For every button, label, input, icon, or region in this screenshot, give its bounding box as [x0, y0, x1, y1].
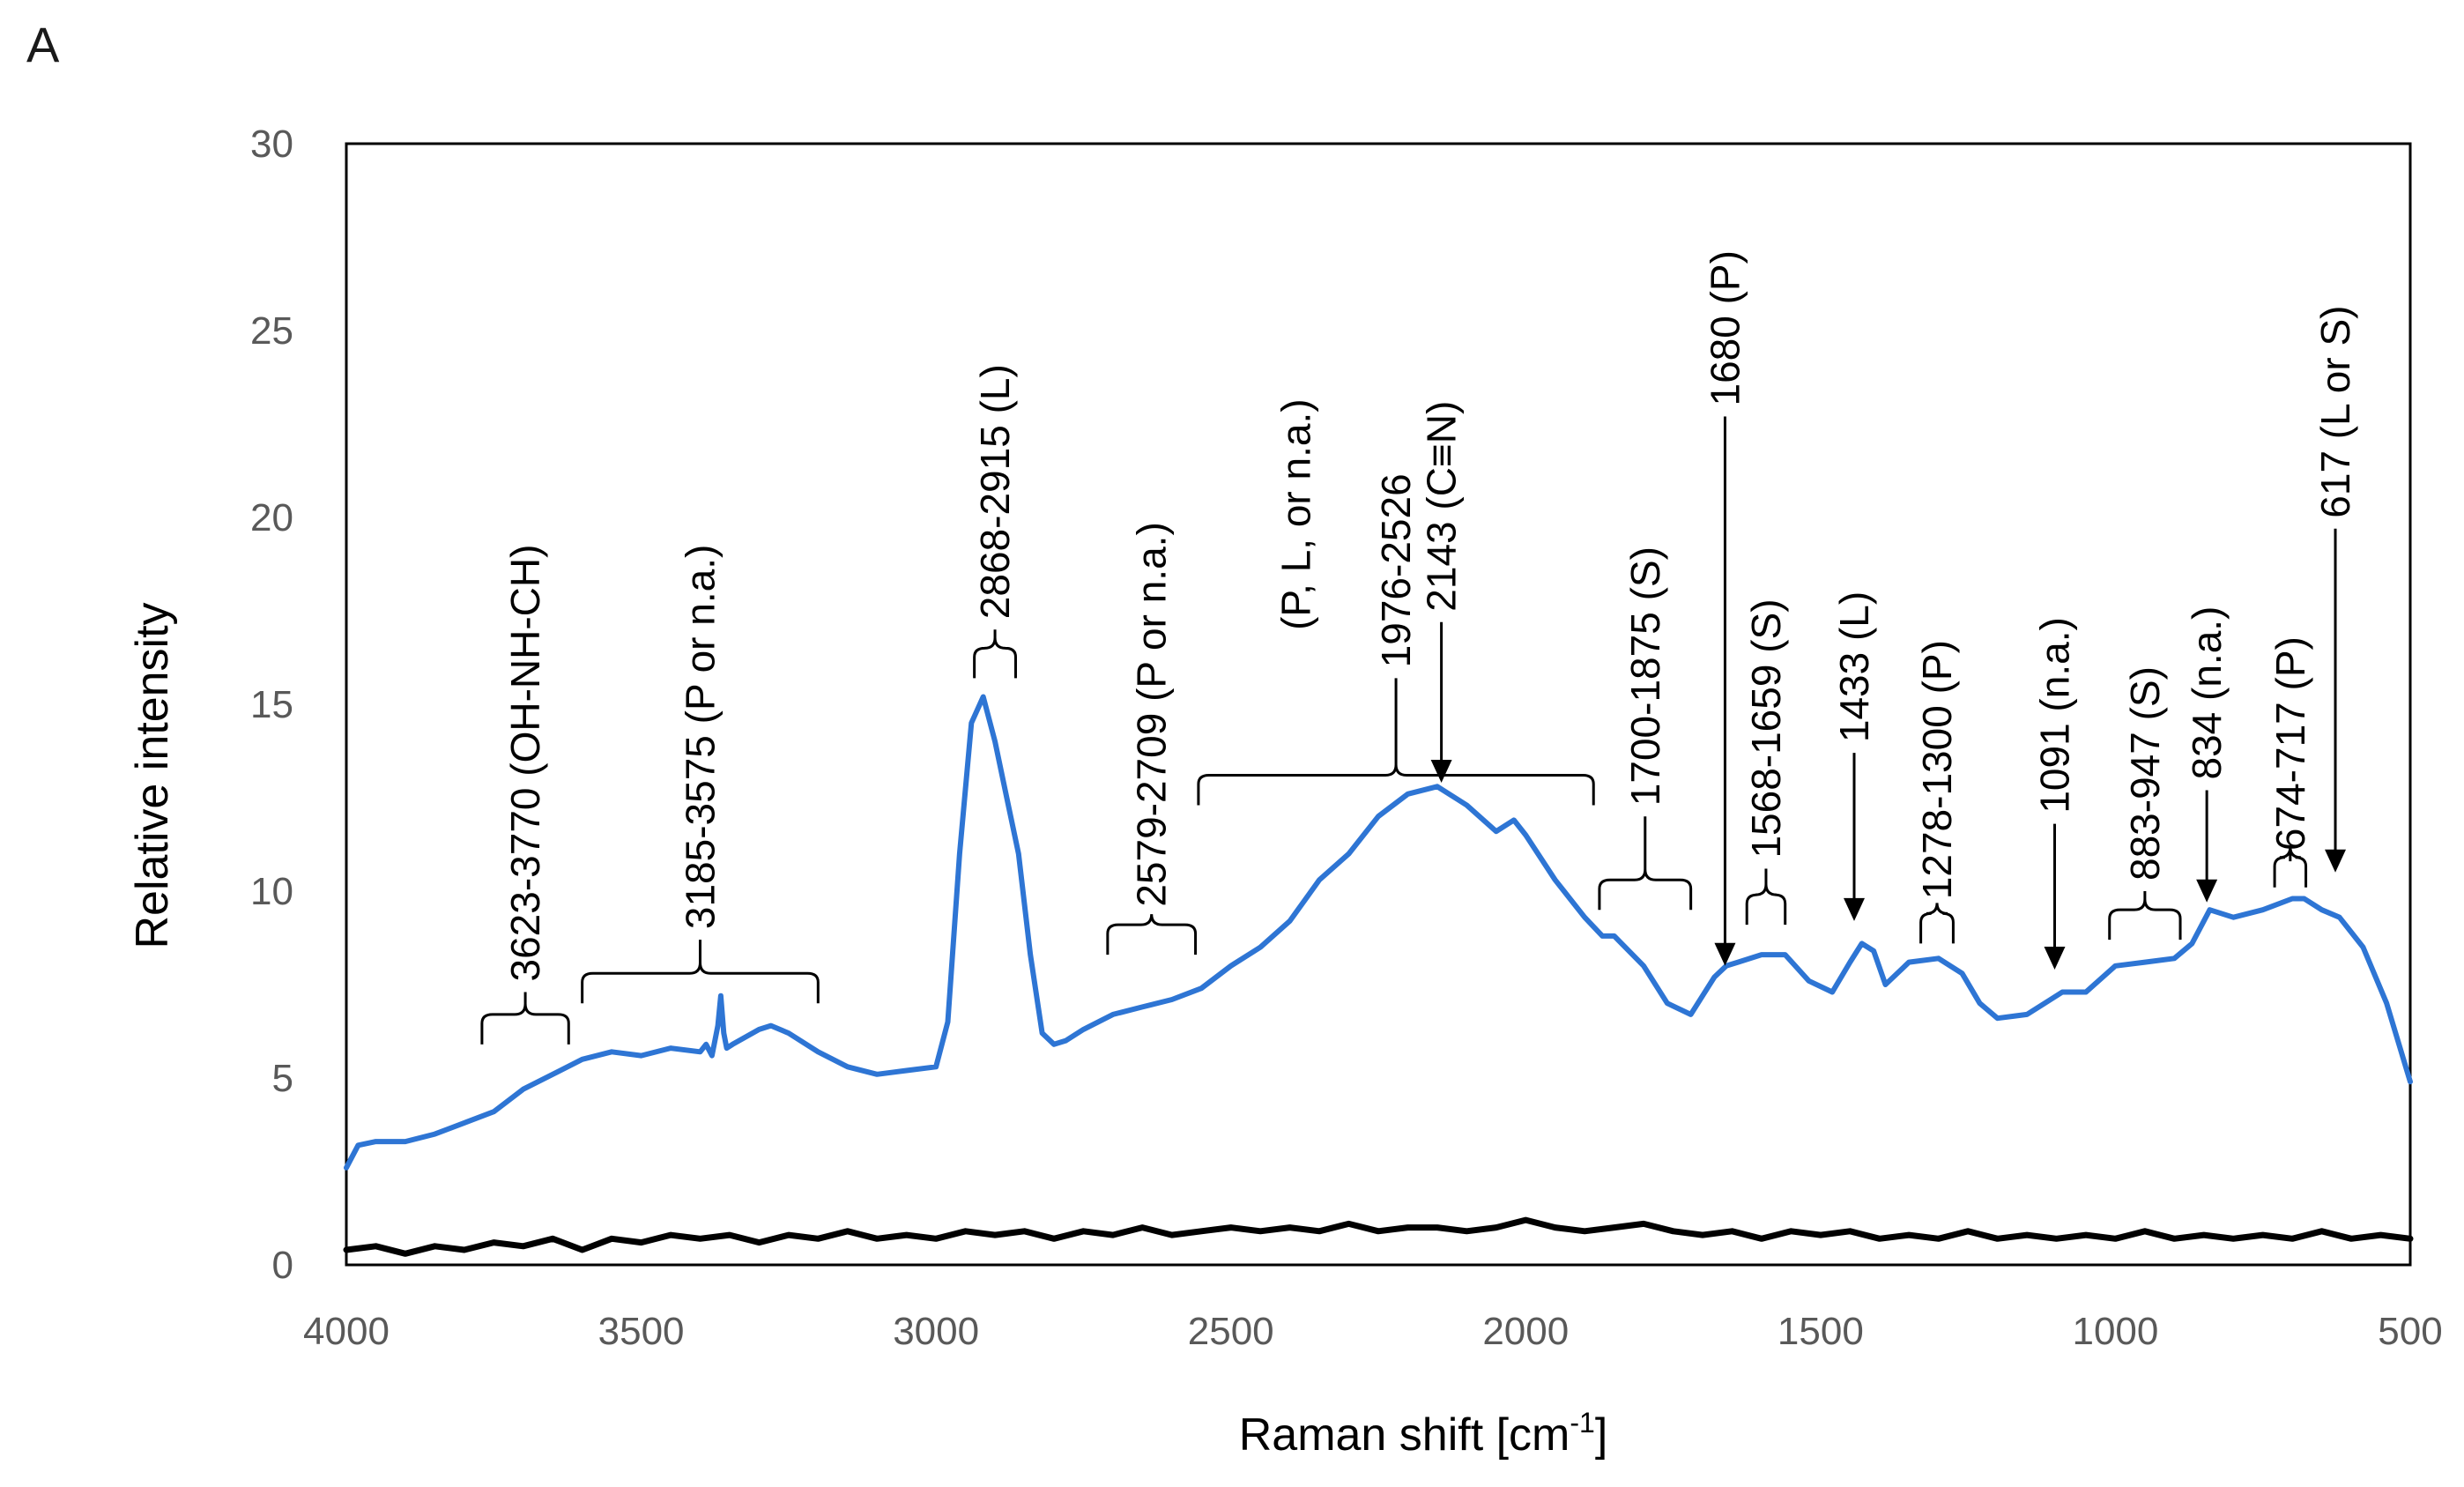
- annotation-label: 2579-2709 (P or n.a.): [1129, 522, 1175, 906]
- y-tick-label: 10: [250, 870, 293, 913]
- annotation-bracket: [973, 629, 1017, 679]
- annotation-label: 1700-1875 (S): [1622, 546, 1668, 806]
- y-axis-title: Relative intensity: [127, 602, 178, 948]
- tick-labels: 4000 3500 3000 2500 2000 1500 1000 500 0 5 10 15 20 2…: [250, 123, 2443, 1353]
- annotation-bracket: [1598, 816, 1693, 911]
- x-tick-label: 2500: [1188, 1310, 1274, 1353]
- annotation-label: 3185-3575 (P or n.a.): [677, 545, 723, 929]
- annotation-label: 1091 (n.a.): [2032, 617, 2078, 813]
- annotation-arrow-head: [1843, 897, 1865, 921]
- annotation-label: 1568-1659 (S): [1743, 599, 1789, 858]
- annotation-bracket: [480, 992, 570, 1045]
- annotation-label: 3623-3770 (OH-NH-CH): [502, 545, 548, 982]
- x-axis-title: Raman shift [cm-1]: [1239, 1407, 1608, 1461]
- annotation-label: (P, L, or n.a.): [1273, 398, 1318, 630]
- x-tick-label: 2000: [1482, 1310, 1569, 1353]
- annotation-bracket: [581, 940, 820, 1004]
- annotation-arrow-head: [2196, 879, 2218, 903]
- annotations: 3623-3770 (OH-NH-CH) 3185-3575 (P or n.a.…: [480, 250, 2358, 1045]
- y-tick-label: 15: [250, 683, 293, 726]
- y-tick-label: 20: [250, 496, 293, 539]
- annotation-label: 883-947 (S): [2122, 666, 2168, 881]
- x-axis-title-end: ]: [1595, 1409, 1607, 1461]
- panel-label: A: [26, 17, 60, 72]
- annotation-bracket: [2273, 846, 2308, 888]
- plot-area-border: [345, 142, 2412, 1267]
- annotation-arrow-head: [2044, 947, 2066, 970]
- x-axis-title-sup: -1: [1570, 1407, 1594, 1439]
- y-tick-label: 0: [272, 1244, 293, 1287]
- plot-frame: [345, 142, 2412, 1267]
- x-tick-label: 3000: [893, 1310, 979, 1353]
- y-tick-label: 30: [250, 123, 293, 166]
- annotation-arrow-head: [1430, 760, 1452, 784]
- annotation-label: 617 (L or S): [2312, 306, 2358, 518]
- annotation-label: 1680 (P): [1702, 250, 1748, 405]
- annotation-label: 1278-1300 (P): [1914, 640, 1960, 899]
- series-line-sample: [344, 694, 2413, 1171]
- annotation-label: 2868-2915 (L): [972, 364, 1018, 619]
- annotation-bracket: [1106, 914, 1198, 955]
- annotation-bracket: [1919, 903, 1955, 944]
- x-tick-label: 3500: [598, 1310, 685, 1353]
- annotation-label: 2143 (C≡N): [1419, 401, 1465, 612]
- series-line-baseline: [343, 1216, 2414, 1257]
- annotation-label: 674-717 (P): [2267, 636, 2313, 851]
- x-tick-label: 1000: [2072, 1310, 2158, 1353]
- annotation-label: 834 (n.a.): [2184, 606, 2230, 780]
- annotation-label: 1433 (L): [1831, 591, 1877, 742]
- x-tick-label: 4000: [303, 1310, 390, 1353]
- annotation-bracket: [1745, 868, 1787, 926]
- x-tick-label: 500: [2378, 1310, 2442, 1353]
- y-tick-label: 5: [272, 1057, 293, 1100]
- y-tick-label: 25: [250, 309, 293, 353]
- x-tick-label: 1500: [1777, 1310, 1864, 1353]
- annotation-bracket: [1197, 678, 1595, 806]
- annotation-arrow-head: [2325, 849, 2347, 873]
- annotation-arrow-head: [1714, 942, 1736, 966]
- x-axis-title-main: Raman shift [cm: [1239, 1409, 1570, 1461]
- annotation-bracket: [2108, 891, 2182, 941]
- series-group: [343, 694, 2414, 1257]
- annotation-label: 1976-2526: [1373, 473, 1419, 667]
